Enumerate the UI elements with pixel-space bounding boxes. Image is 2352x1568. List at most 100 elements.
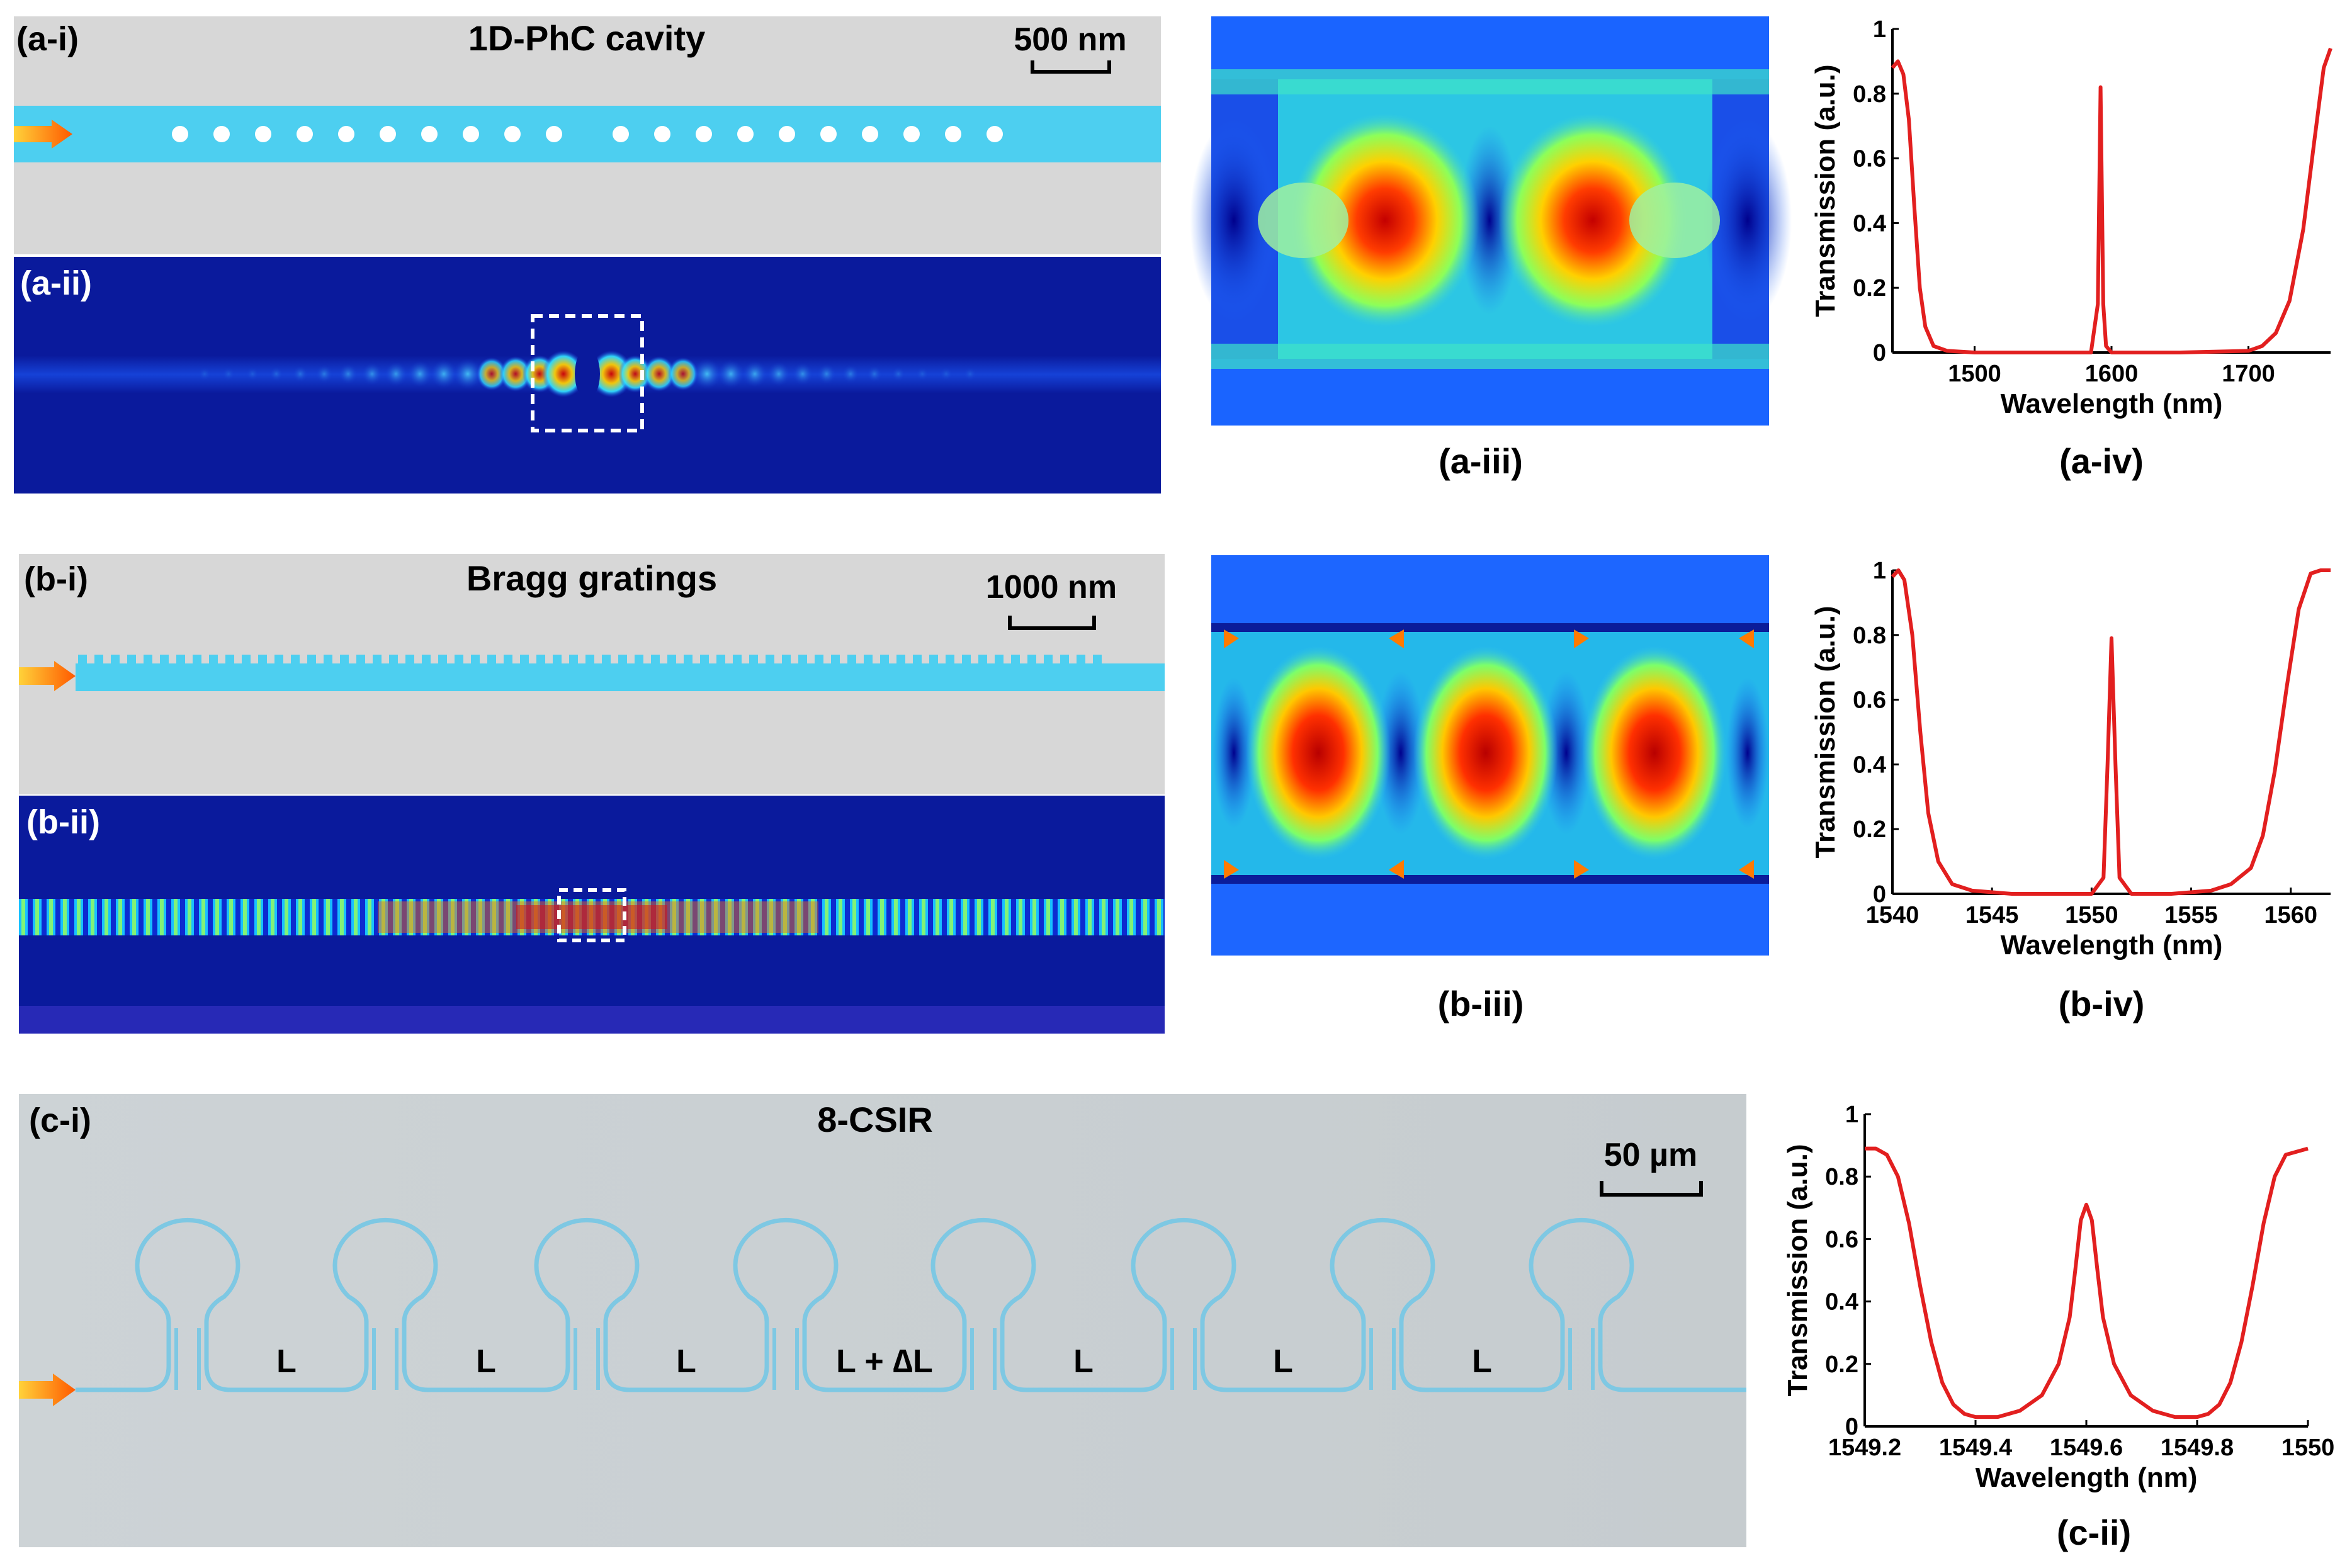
input-arrow-icon (19, 661, 76, 691)
bragg-tooth (487, 655, 496, 663)
phc-hole (504, 126, 521, 142)
bragg-tooth (127, 655, 136, 663)
bragg-tooth (209, 655, 218, 663)
bragg-tooth (144, 655, 152, 663)
x-tick-label: 1560 (2264, 902, 2317, 928)
chart-c-ii: 0 0.2 0.4 0.6 0.8 1 1549.2 1549.4 1549.6 1549.8 15… (1782, 1102, 2334, 1493)
csir-coupler (772, 1328, 799, 1390)
y-tick-label: 0.4 (1853, 210, 1886, 237)
panel-label-c-i: (c-i) (29, 1102, 91, 1139)
csir-coupler (1568, 1328, 1595, 1390)
field-spot (891, 366, 905, 381)
bragg-tooth (373, 655, 382, 663)
bragg-tooth (324, 655, 332, 663)
x-tick-label: 1549.4 (1939, 1435, 2012, 1461)
bragg-tooth (1011, 655, 1020, 663)
x-tick-label: 1549.8 (2161, 1435, 2234, 1461)
phc-hole (696, 126, 712, 142)
zoom-box-b-ii (557, 888, 626, 942)
panel-a-ii: (a-ii) (14, 257, 1161, 494)
bragg-tooth (389, 655, 398, 663)
field-spot (867, 365, 882, 383)
bragg-tooth (422, 655, 431, 663)
field-spot (668, 357, 698, 391)
field-spot (742, 360, 767, 388)
panel-c-i-background (19, 1094, 1746, 1547)
bragg-tooth (258, 655, 267, 663)
y-tick-label: 1 (1845, 1102, 1858, 1128)
panel-label-a-i: (a-i) (16, 20, 79, 58)
input-arrow-icon (19, 1373, 76, 1406)
x-tick-label: 1550 (2281, 1435, 2335, 1461)
field-spot (407, 360, 433, 388)
y-tick-label: 0.8 (1825, 1164, 1858, 1190)
field-spot (315, 364, 333, 383)
panel-label-c-ii: (c-ii) (2057, 1513, 2131, 1552)
bragg-tooth (667, 655, 676, 663)
panel-title-c-i: 8-CSIR (817, 1100, 933, 1139)
bragg-tooth (405, 655, 414, 663)
bragg-tooth (242, 655, 251, 663)
phc-hole (213, 126, 230, 142)
field-spot (431, 359, 457, 389)
y-tick-label: 0.6 (1853, 687, 1886, 714)
panel-b-i: (b-i) Bragg gratings 1000 nm (19, 554, 1165, 794)
phc-hole (820, 126, 837, 142)
bragg-tooth (356, 655, 365, 663)
phc-hole (987, 126, 1003, 142)
csir-waveguide (76, 1217, 1746, 1392)
bragg-tooth (1060, 655, 1069, 663)
field-spot (453, 358, 482, 390)
field-spot (964, 367, 976, 381)
phc-hole (463, 126, 479, 142)
phc-hole (862, 126, 878, 142)
x-tick-label: 1545 (1965, 902, 2019, 928)
bragg-tooth (504, 655, 512, 663)
csir-coupler (970, 1328, 997, 1390)
x-tick-label: 1540 (1866, 902, 1919, 928)
bragg-tooth (618, 655, 627, 663)
bragg-tooth (880, 655, 889, 663)
panel-a-iii: (a-iii) (1190, 16, 1792, 481)
bragg-tooth (438, 655, 447, 663)
csir-coupler (372, 1328, 399, 1390)
bragg-tooth (602, 655, 611, 663)
panel-label-a-ii: (a-ii) (20, 264, 92, 302)
transmission-curve (1891, 47, 2332, 354)
transmission-curve (1891, 568, 2331, 896)
phc-hole (903, 126, 920, 142)
bragg-waveguide (76, 663, 1165, 691)
x-tick-label: 1500 (1948, 361, 2001, 387)
bragg-tooth (1044, 655, 1053, 663)
bragg-tooth (160, 655, 169, 663)
y-tick-label: 0.6 (1853, 146, 1886, 172)
bragg-tooth (896, 655, 905, 663)
scale-bar-a-i (1031, 60, 1111, 74)
field-spot (916, 367, 929, 381)
bragg-tooth (929, 655, 938, 663)
scale-bar-label-a-i: 500 nm (1014, 21, 1126, 58)
phc-field-pattern (198, 349, 976, 399)
bragg-tooth (651, 655, 660, 663)
field-spot (643, 356, 676, 392)
field-spot (269, 366, 283, 381)
bragg-tooth (455, 655, 463, 663)
y-tick-label: 0 (1845, 1414, 1858, 1440)
bragg-tooth (111, 655, 120, 663)
phc-hole (172, 126, 188, 142)
panel-title-b-i: Bragg gratings (466, 558, 717, 598)
phc-hole (380, 126, 396, 142)
phc-hole (338, 126, 354, 142)
y-axis-label: Transmission (a.u.) (1810, 606, 1841, 859)
chart-b-iv: 0 0.2 0.4 0.6 0.8 1 1540 1545 1550 1555 1560 Wavele… (1810, 558, 2331, 961)
bragg-tooth (995, 655, 1004, 663)
x-tick-label: 1555 (2164, 902, 2218, 928)
panel-b-iii: (b-iii) (1211, 555, 1769, 1024)
bragg-tooth (946, 655, 954, 663)
spacing-label: L (676, 1343, 696, 1380)
scale-bar-label-c-i: 50 µm (1604, 1137, 1697, 1173)
csir-coupler (574, 1328, 600, 1390)
phc-hole (779, 126, 795, 142)
panel-label-b-ii: (b-ii) (26, 803, 100, 841)
